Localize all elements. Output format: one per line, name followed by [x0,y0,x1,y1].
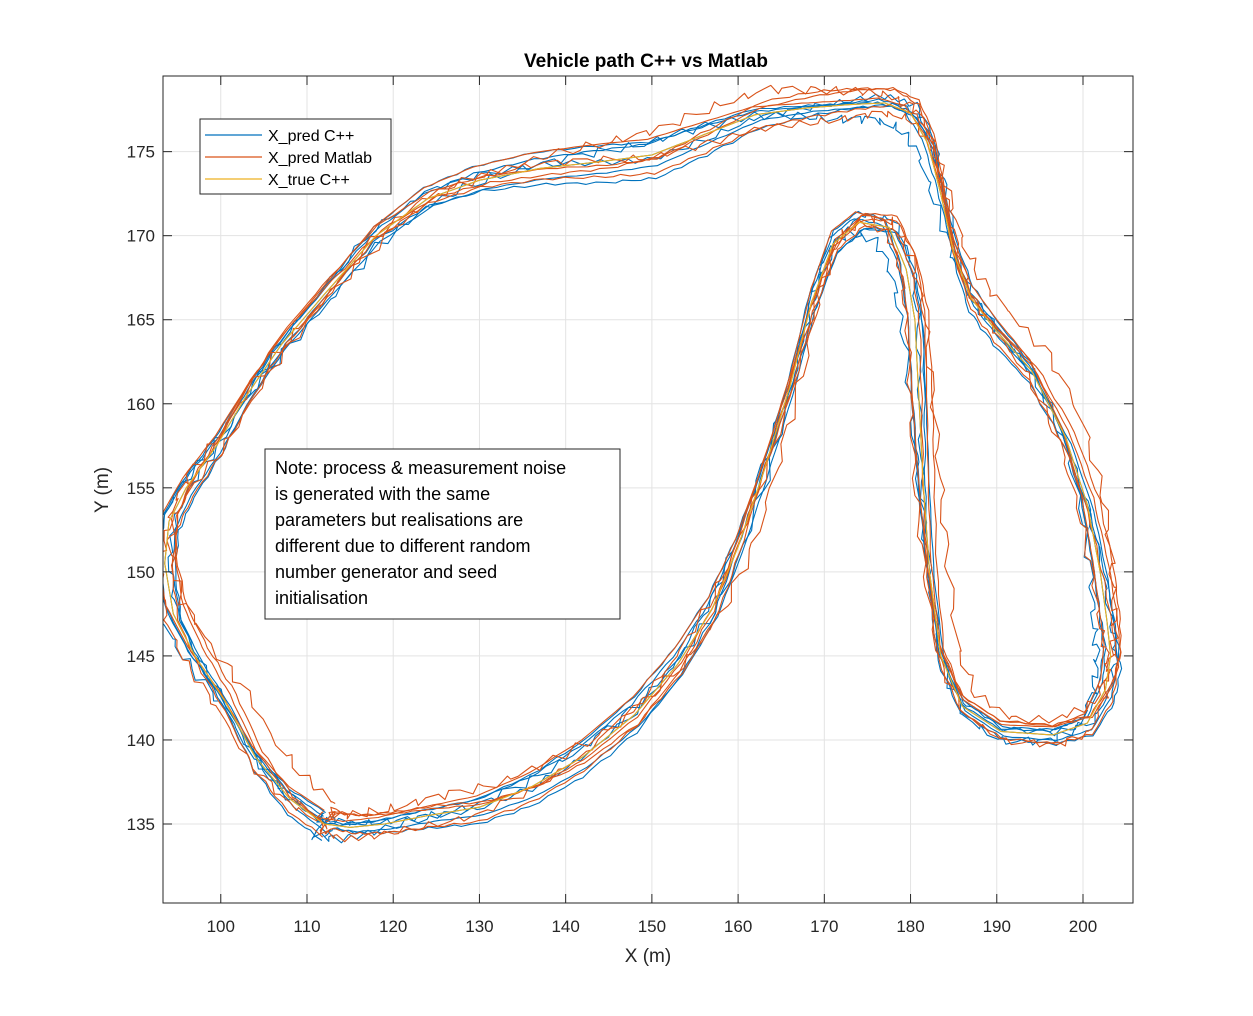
note-line-4: different due to different random [275,536,531,556]
legend: X_pred C++ X_pred Matlab X_true C++ [199,118,392,195]
series-line [166,84,1119,820]
y-tick-label: 165 [127,311,155,330]
note-line-6: initialisation [275,588,368,608]
x-tick-label: 190 [983,917,1011,936]
x-tick-label: 180 [896,917,924,936]
note-line-5: number generator and seed [275,562,497,582]
x-tick-label: 150 [638,917,666,936]
note-line-1: Note: process & measurement noise [275,458,566,478]
y-tick-label: 155 [127,479,155,498]
x-tick-label: 130 [465,917,493,936]
series-line [164,102,1112,828]
note-line-3: parameters but realisations are [275,510,523,530]
legend-entry-cpp: X_pred C++ [268,128,354,145]
x-tick-label: 170 [810,917,838,936]
note-annotation: Note: process & measurement noise is gen… [264,448,621,620]
series-line [163,111,1101,844]
x-tick-label: 200 [1069,917,1097,936]
series-x-true-c- [164,102,1112,828]
legend-entry-true: X_true C++ [268,172,350,189]
plot-frame [162,75,1134,904]
series-x-pred-matlab [163,84,1122,843]
x-tick-label: 100 [207,917,235,936]
y-tick-label: 135 [127,815,155,834]
legend-entry-matlab: X_pred Matlab [268,150,372,167]
series-line [175,87,1122,826]
y-tick-label: 150 [127,563,155,582]
ticks: 100 110 120 130 140 150 160 170 180 190 200 135 140 1… [127,76,1133,936]
chart-title: Vehicle path C++ vs Matlab [524,51,768,72]
y-tick-label: 145 [127,647,155,666]
x-tick-label: 140 [551,917,579,936]
series-line [163,110,1110,843]
series-layer [163,84,1123,844]
x-tick-label: 120 [379,917,407,936]
y-axis-label: Y (m) [92,467,113,513]
y-tick-label: 140 [127,731,155,750]
y-tick-label: 170 [127,227,155,246]
x-axis-label: X (m) [625,946,671,967]
x-tick-label: 160 [724,917,752,936]
y-tick-label: 175 [127,143,155,162]
y-tick-label: 160 [127,395,155,414]
note-line-2: is generated with the same [275,484,490,504]
note-box [264,448,621,620]
x-tick-label: 110 [293,917,320,936]
